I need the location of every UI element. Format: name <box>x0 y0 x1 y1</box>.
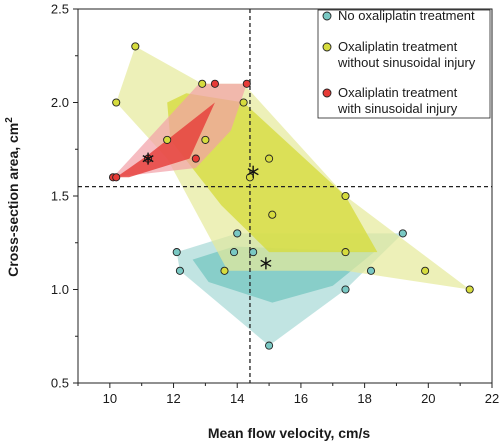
series-0-point <box>341 285 350 294</box>
legend-label-line: with sinusoidal injury <box>337 101 458 116</box>
series-2-point <box>191 154 200 163</box>
series-2-point <box>112 173 121 182</box>
series-0-point <box>398 229 407 238</box>
series-1-point <box>198 79 207 88</box>
series-2-inner-hull <box>116 102 215 178</box>
reference-lines-layer <box>78 9 492 383</box>
series-0-point <box>366 266 376 275</box>
y-tick-label: 2.5 <box>51 2 69 17</box>
asterisk-stroke <box>247 168 259 176</box>
series-1-point <box>341 191 350 201</box>
legend-box <box>317 9 491 119</box>
y-axis-title-superscript: 2 <box>4 117 15 123</box>
legend-label-line: Oxaliplatin treatment <box>338 39 458 54</box>
series-1-point <box>131 42 140 51</box>
asterisk-stroke <box>142 154 154 163</box>
series-1-point <box>268 210 277 219</box>
convex-hulls-layer <box>113 46 470 346</box>
x-tick-label: 22 <box>485 391 499 406</box>
legend-label-line: Oxaliplatin treatment <box>338 85 458 100</box>
legend: No oxaliplatin treatment Oxaliplatin trea… <box>317 8 491 119</box>
legend-swatch-1 <box>322 42 332 52</box>
series-1-point <box>341 248 350 257</box>
series-0-point <box>233 229 242 238</box>
series-1-mean-marker <box>247 165 259 178</box>
legend-label-line: No oxaliplatin treatment <box>338 8 475 23</box>
series-0-point <box>265 341 274 350</box>
series-1-point <box>112 98 121 107</box>
series-2-mean-marker <box>142 152 154 165</box>
legend-label-line: without sinusoidal injury <box>337 55 476 70</box>
series-1-point <box>163 135 172 144</box>
asterisk-stroke <box>260 259 272 267</box>
x-tick-label: 12 <box>166 391 180 406</box>
x-tick-label: 18 <box>357 391 371 406</box>
x-tick-label: 16 <box>294 391 308 406</box>
x-tick-label: 10 <box>103 391 117 406</box>
legend-label-0: No oxaliplatin treatment <box>338 8 475 23</box>
series-0-point <box>229 248 239 257</box>
y-tick-label: 2.0 <box>51 95 69 110</box>
series-1-point <box>239 98 248 107</box>
legend-label-1: Oxaliplatin treatment without sinusoidal … <box>337 39 476 70</box>
series-0-point <box>172 248 181 257</box>
x-tick-label: 14 <box>230 391 244 406</box>
series-1-point <box>201 135 210 144</box>
y-axis-title-main: Cross-section area, cm <box>5 123 21 277</box>
series-1-point <box>465 285 474 294</box>
series-2-point <box>210 79 219 88</box>
legend-swatch-2 <box>322 88 332 98</box>
series-1-point <box>220 266 229 275</box>
series-2-point <box>242 79 251 88</box>
x-tick-label: 20 <box>421 391 435 406</box>
legend-swatch-0 <box>322 11 332 21</box>
y-tick-label: 0.5 <box>51 376 69 391</box>
series-0-point <box>175 266 184 275</box>
legend-label-2: Oxaliplatin treatment with sinusoidal inj… <box>337 85 458 116</box>
series-0-point <box>249 248 258 257</box>
y-axis-title: Cross-section area, cm2 <box>4 117 21 277</box>
series-1-point <box>265 154 274 163</box>
y-tick-label: 1.5 <box>51 189 69 204</box>
x-axis-title: Mean flow velocity, cm/s <box>208 425 371 441</box>
mean-markers-layer <box>142 152 272 270</box>
series-1-point <box>421 266 430 275</box>
axes-layer: 10 12 14 16 18 20 22 0.5 1.0 1.5 2.0 2.5 <box>51 2 499 407</box>
series-0-mean-marker <box>260 257 272 270</box>
y-tick-label: 1.0 <box>51 282 69 297</box>
